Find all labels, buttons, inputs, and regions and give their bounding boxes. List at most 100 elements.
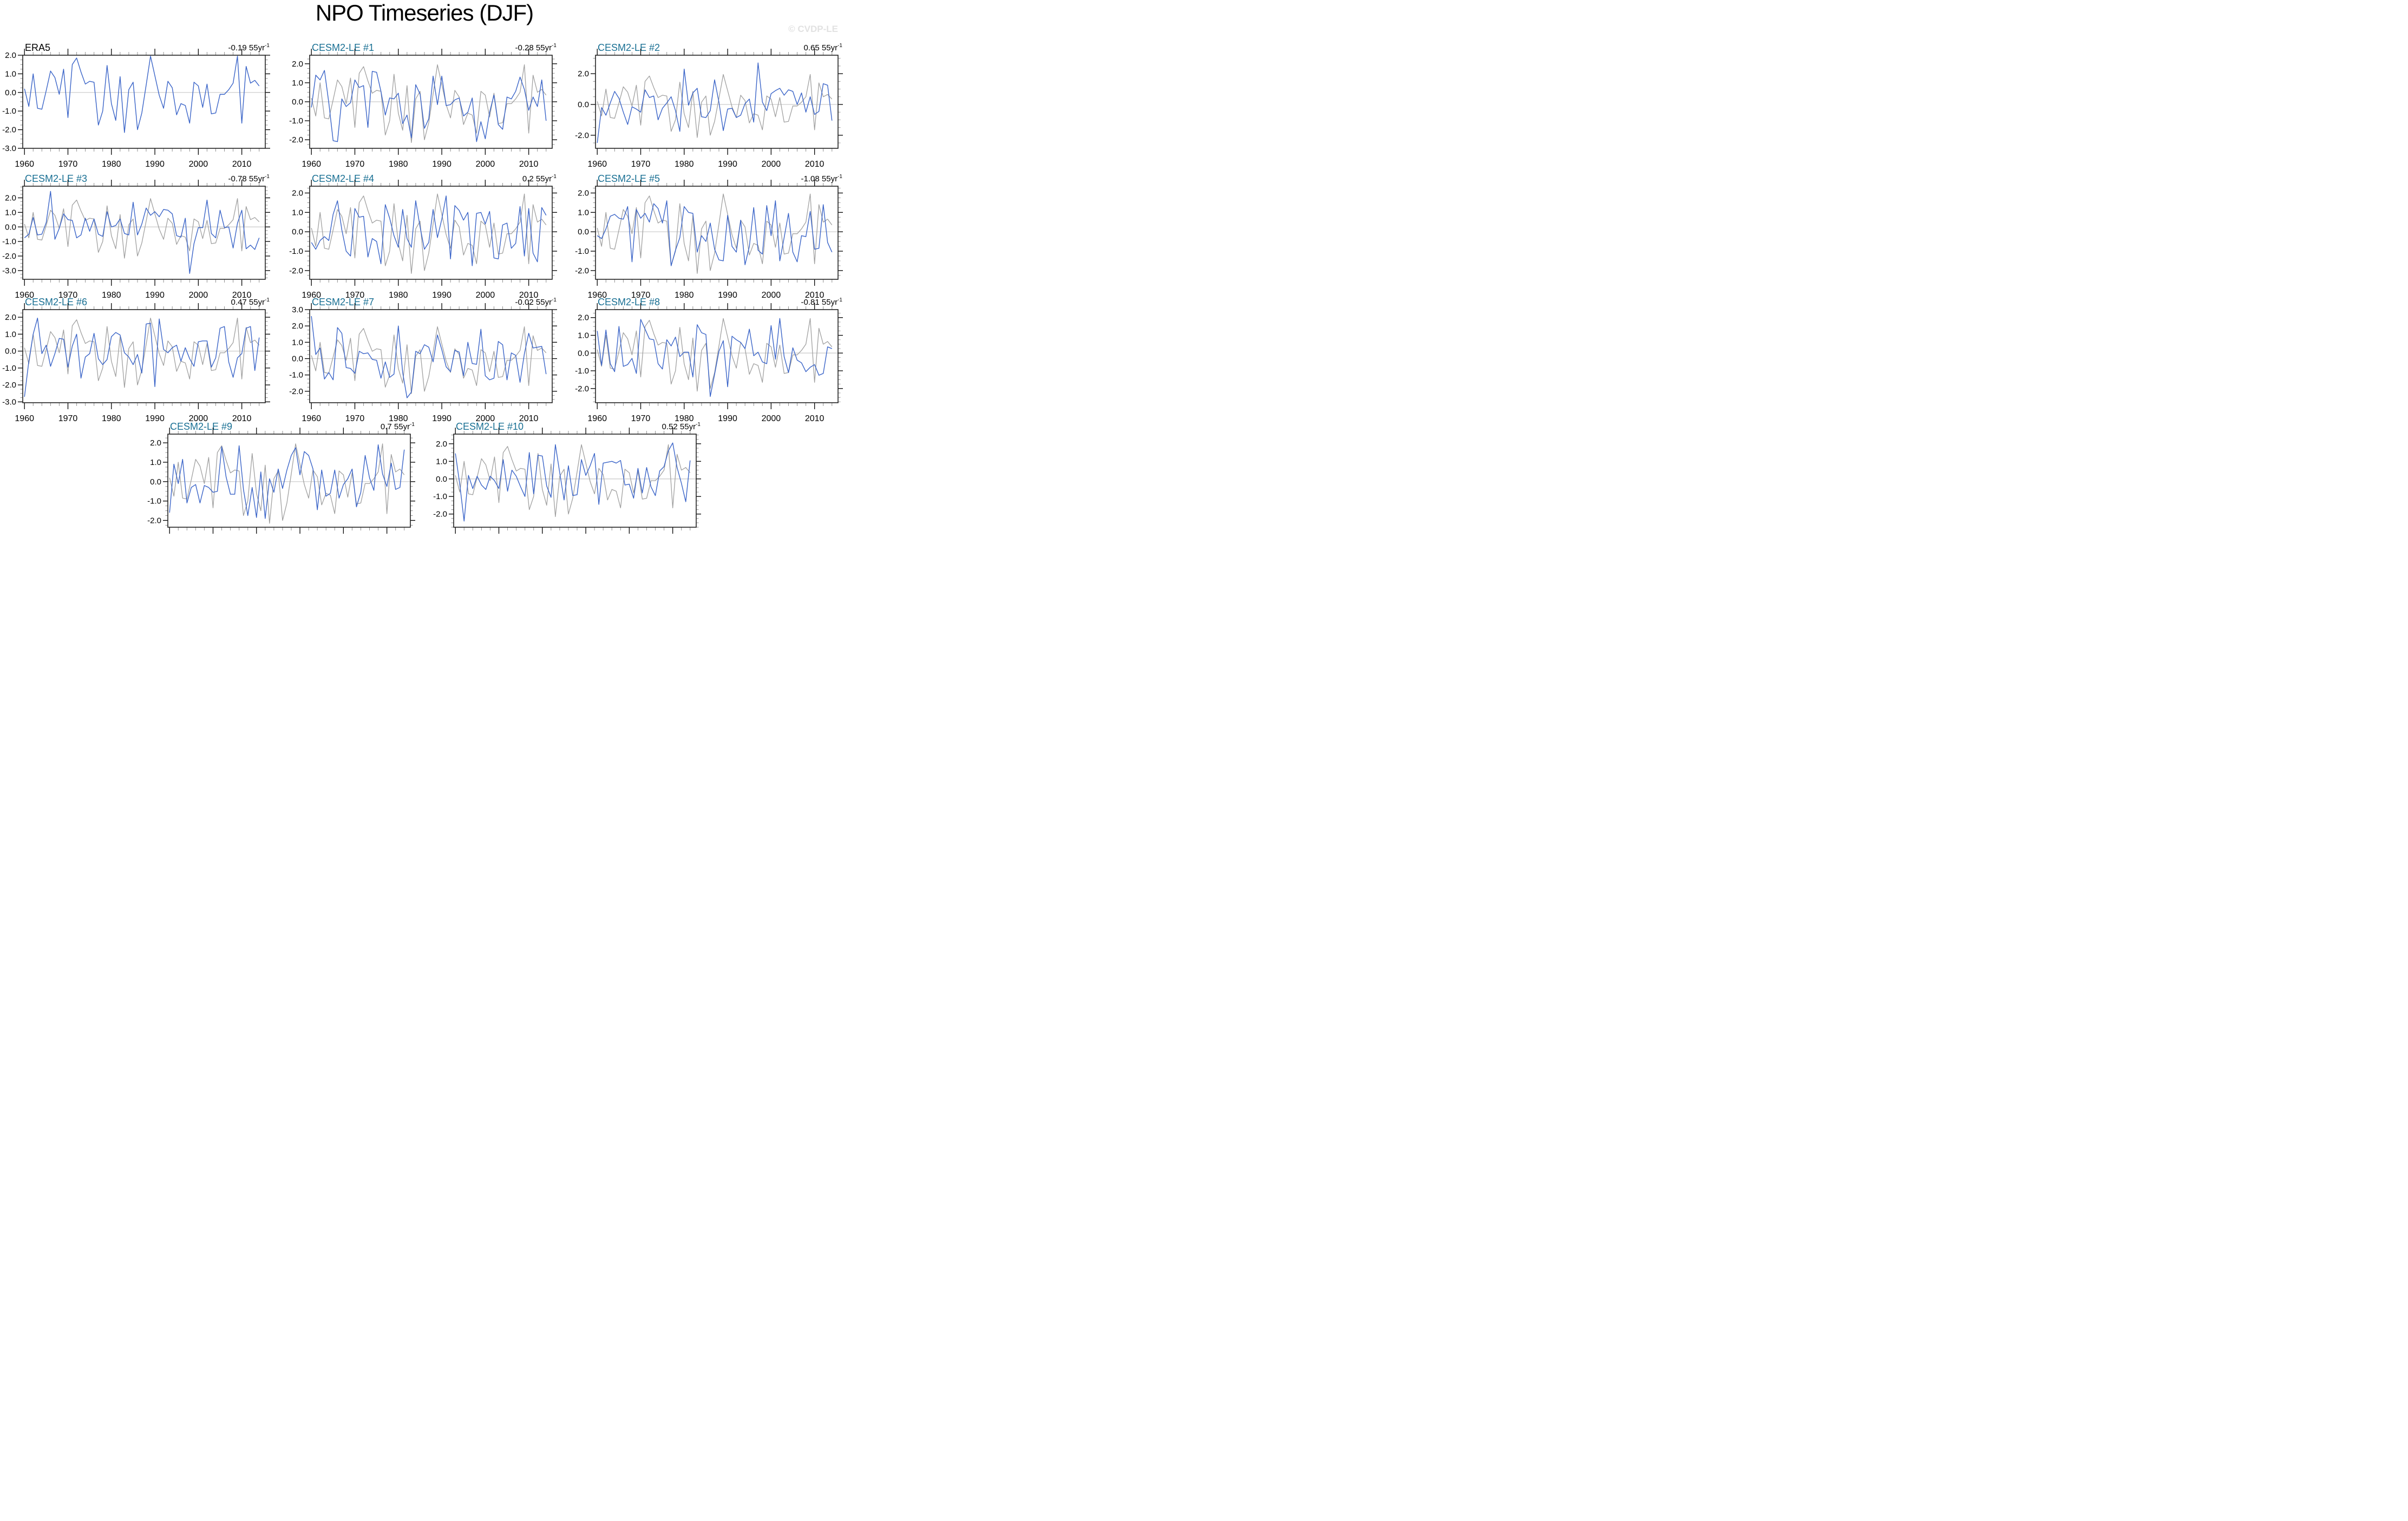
svg-text:-2.0: -2.0 xyxy=(2,381,16,390)
svg-text:-2.0: -2.0 xyxy=(289,266,303,276)
era5-reference-line xyxy=(24,317,260,388)
svg-text:1980: 1980 xyxy=(389,160,408,167)
plot-border xyxy=(167,434,411,528)
svg-text:1.0: 1.0 xyxy=(292,208,303,217)
svg-text:1980: 1980 xyxy=(102,160,121,167)
y-tick-labels: 3.0 2.0 1.0 0.0 -1.0 -2.0 xyxy=(289,305,303,396)
svg-text:-2.0: -2.0 xyxy=(575,131,589,140)
member-line xyxy=(597,62,833,143)
panel-cesm2-le-8: CESM2-LE #8 -0.81 55yr-1 2.0 1.0 0.0 -1.0 -2.0… xyxy=(574,296,849,425)
timeseries-plot: 2.0 1.0 0.0 -1.0 -2.0 -3.0 1960 1970 1980 1990 200… xyxy=(2,180,270,298)
y-tick-labels: 2.0 1.0 0.0 -1.0 -2.0 xyxy=(575,313,589,394)
svg-text:2.0: 2.0 xyxy=(578,189,589,198)
svg-text:2.0: 2.0 xyxy=(292,189,303,198)
plot-border xyxy=(309,186,553,280)
svg-text:0.0: 0.0 xyxy=(150,477,161,487)
panel-cesm2-le-6: CESM2-LE #6 0.47 55yr-1 2.0 1.0 0.0 -1.0 -2.0 -… xyxy=(1,296,283,425)
panel-title: CESM2-LE #5 xyxy=(598,173,660,184)
svg-text:2000: 2000 xyxy=(762,160,781,167)
panel-header: CESM2-LE #4 0.2 55yr-1 xyxy=(288,172,570,184)
svg-text:2.0: 2.0 xyxy=(5,313,16,322)
svg-text:2010: 2010 xyxy=(805,160,825,167)
svg-text:-2.0: -2.0 xyxy=(289,387,303,396)
plot-border xyxy=(22,309,266,403)
era5-reference-line xyxy=(311,193,547,274)
era5-line xyxy=(24,56,260,133)
svg-text:1.0: 1.0 xyxy=(578,208,589,217)
svg-text:1980: 1980 xyxy=(675,291,694,298)
x-tick-labels: 1960 1970 1980 1990 2000 2010 xyxy=(587,414,824,421)
axis-ticks xyxy=(449,428,701,534)
svg-text:1970: 1970 xyxy=(58,160,78,167)
panel-header: CESM2-LE #7 -0.02 55yr-1 xyxy=(288,296,570,307)
panel-cesm2-le-7: CESM2-LE #7 -0.02 55yr-1 3.0 2.0 1.0 0.0 -1.0 -… xyxy=(288,296,570,425)
trend-label: 0.2 55yr-1 xyxy=(522,174,557,183)
x-tick-labels: 1960 1970 1980 1990 2000 2010 xyxy=(15,160,251,167)
panel-header: CESM2-LE #3 -0.78 55yr-1 xyxy=(1,172,283,184)
svg-text:1960: 1960 xyxy=(302,160,321,167)
panel-title: CESM2-LE #6 xyxy=(25,297,88,307)
plot-border xyxy=(453,434,697,528)
y-tick-labels: 2.0 1.0 0.0 -1.0 -2.0 xyxy=(147,438,161,525)
svg-text:2000: 2000 xyxy=(762,291,781,298)
svg-text:0.0: 0.0 xyxy=(292,227,303,237)
svg-text:2010: 2010 xyxy=(232,414,252,421)
panel-cesm2-le-5: CESM2-LE #5 -1.08 55yr-1 2.0 1.0 0.0 -1.0 -2.0… xyxy=(574,172,849,302)
svg-text:-2.0: -2.0 xyxy=(289,135,303,145)
svg-text:0.0: 0.0 xyxy=(436,475,447,484)
svg-text:1970: 1970 xyxy=(345,291,365,298)
panel-title: ERA5 xyxy=(25,42,51,53)
svg-text:1970: 1970 xyxy=(631,291,651,298)
svg-text:1970: 1970 xyxy=(345,160,365,167)
y-tick-labels: 2.0 1.0 0.0 -1.0 -2.0 -3.0 xyxy=(2,194,16,276)
timeseries-plot: 3.0 2.0 1.0 0.0 -1.0 -2.0 1960 1970 1980 1990 2000… xyxy=(289,303,557,421)
era5-reference-line xyxy=(169,443,405,524)
plot-border xyxy=(22,55,266,149)
trend-label: -0.81 55yr-1 xyxy=(801,297,842,307)
plot-border xyxy=(595,309,839,403)
svg-text:-3.0: -3.0 xyxy=(2,397,16,407)
svg-text:1990: 1990 xyxy=(718,291,737,298)
axis-ticks xyxy=(591,180,843,286)
svg-text:2010: 2010 xyxy=(519,160,539,167)
member-line xyxy=(169,444,405,519)
panel-cesm2-le-3: CESM2-LE #3 -0.78 55yr-1 2.0 1.0 0.0 -1.0 -2.0… xyxy=(1,172,283,302)
era5-reference-line xyxy=(311,64,547,143)
x-tick-labels: 1960 1970 1980 1990 2000 2010 xyxy=(587,160,824,167)
svg-text:1960: 1960 xyxy=(15,414,34,421)
svg-text:-1.0: -1.0 xyxy=(2,237,16,246)
svg-text:1990: 1990 xyxy=(145,414,165,421)
panel-header: CESM2-LE #10 0.52 55yr-1 xyxy=(432,420,714,432)
svg-text:1.0: 1.0 xyxy=(292,338,303,347)
axis-ticks xyxy=(163,428,415,534)
era5-reference-line xyxy=(24,198,260,259)
axis-ticks xyxy=(305,180,557,286)
x-tick-labels: 1960 1970 1980 1990 2000 2010 xyxy=(587,291,824,298)
svg-text:1960: 1960 xyxy=(587,291,607,298)
svg-text:2.0: 2.0 xyxy=(578,313,589,323)
svg-text:1990: 1990 xyxy=(718,160,737,167)
svg-text:0.0: 0.0 xyxy=(5,88,16,97)
panel-header: CESM2-LE #5 -1.08 55yr-1 xyxy=(574,172,849,184)
panel-cesm2-le-9: CESM2-LE #9 0.7 55yr-1 2.0 1.0 0.0 -1.0 -2.0 19… xyxy=(146,420,428,536)
timeseries-plot: 2.0 1.0 0.0 -1.0 -2.0 -3.0 1960 1970 1980 1990 200… xyxy=(2,49,270,167)
svg-text:1.0: 1.0 xyxy=(578,331,589,340)
svg-text:2010: 2010 xyxy=(519,414,539,421)
member-line xyxy=(311,195,547,266)
x-tick-labels: 1960 1970 1980 1990 2000 2010 xyxy=(302,291,538,298)
trend-label: 0.52 55yr-1 xyxy=(662,422,701,431)
svg-text:1.0: 1.0 xyxy=(436,457,447,466)
plot-border xyxy=(309,55,553,149)
svg-text:2.0: 2.0 xyxy=(150,438,161,448)
svg-text:0.0: 0.0 xyxy=(578,349,589,358)
svg-text:2.0: 2.0 xyxy=(292,60,303,69)
watermark: © CVDP-LE xyxy=(788,24,838,34)
panel-title: CESM2-LE #8 xyxy=(598,297,660,307)
svg-text:2010: 2010 xyxy=(805,291,825,298)
axis-ticks xyxy=(305,49,557,155)
panel-title: CESM2-LE #2 xyxy=(598,42,660,53)
